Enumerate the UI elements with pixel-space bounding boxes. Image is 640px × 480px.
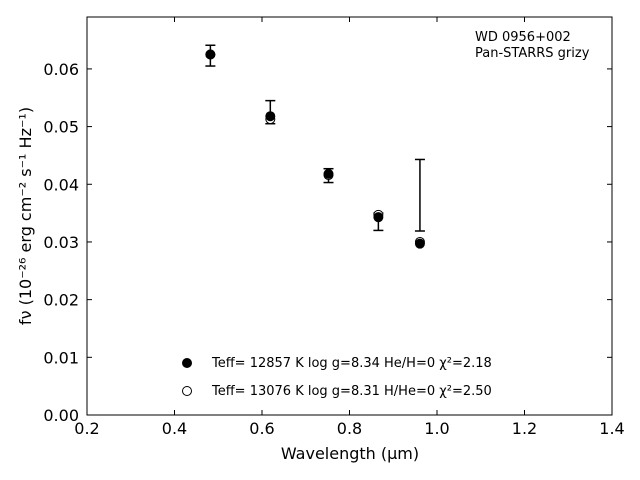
x-tick-label: 0.8 — [337, 419, 362, 438]
y-tick-label: 0.02 — [43, 291, 79, 310]
x-tick-label: 0.6 — [249, 419, 274, 438]
annotation-line-1: WD 0956+002 — [475, 30, 571, 45]
axis-ticks: 0.2 0.4 0.6 0.8 1.0 1.2 1.4 0.00 0.01 0.02 0.03 0.0… — [43, 17, 625, 438]
model-point-filled — [205, 49, 216, 60]
legend-marker-open — [182, 386, 192, 396]
y-tick-label: 0.01 — [43, 348, 79, 367]
x-tick-label: 1.2 — [512, 419, 537, 438]
model-point-filled — [373, 212, 384, 223]
legend: Teff= 12857 K log g=8.34 He/H=0 χ²=2.18 … — [182, 356, 492, 399]
y-tick-label: 0.03 — [43, 233, 79, 252]
legend-marker-filled — [182, 358, 192, 368]
y-tick-label: 0.00 — [43, 406, 79, 425]
legend-text-2: Teff= 13076 K log g=8.31 H/He=0 χ²=2.50 — [211, 384, 492, 399]
x-tick-label: 0.4 — [162, 419, 187, 438]
legend-text-1: Teff= 12857 K log g=8.34 He/H=0 χ²=2.18 — [211, 356, 492, 371]
x-axis-label: Wavelength (μm) — [281, 444, 419, 463]
model-point-filled — [323, 168, 334, 179]
x-tick-label: 0.2 — [74, 419, 99, 438]
x-tick-label: 1.0 — [424, 419, 449, 438]
annotation-line-2: Pan-STARRS grizy — [475, 46, 590, 61]
y-axis-label: fν (10⁻²⁶ erg cm⁻² s⁻¹ Hz⁻¹) — [16, 107, 35, 325]
chart-marks — [205, 44, 425, 249]
model-point-filled — [265, 111, 276, 122]
x-tick-label: 1.4 — [599, 419, 624, 438]
y-tick-label: 0.04 — [43, 175, 79, 194]
model-point-filled — [414, 238, 425, 249]
y-tick-label: 0.05 — [43, 118, 79, 137]
y-tick-label: 0.06 — [43, 60, 79, 79]
plot-frame — [86, 16, 613, 416]
